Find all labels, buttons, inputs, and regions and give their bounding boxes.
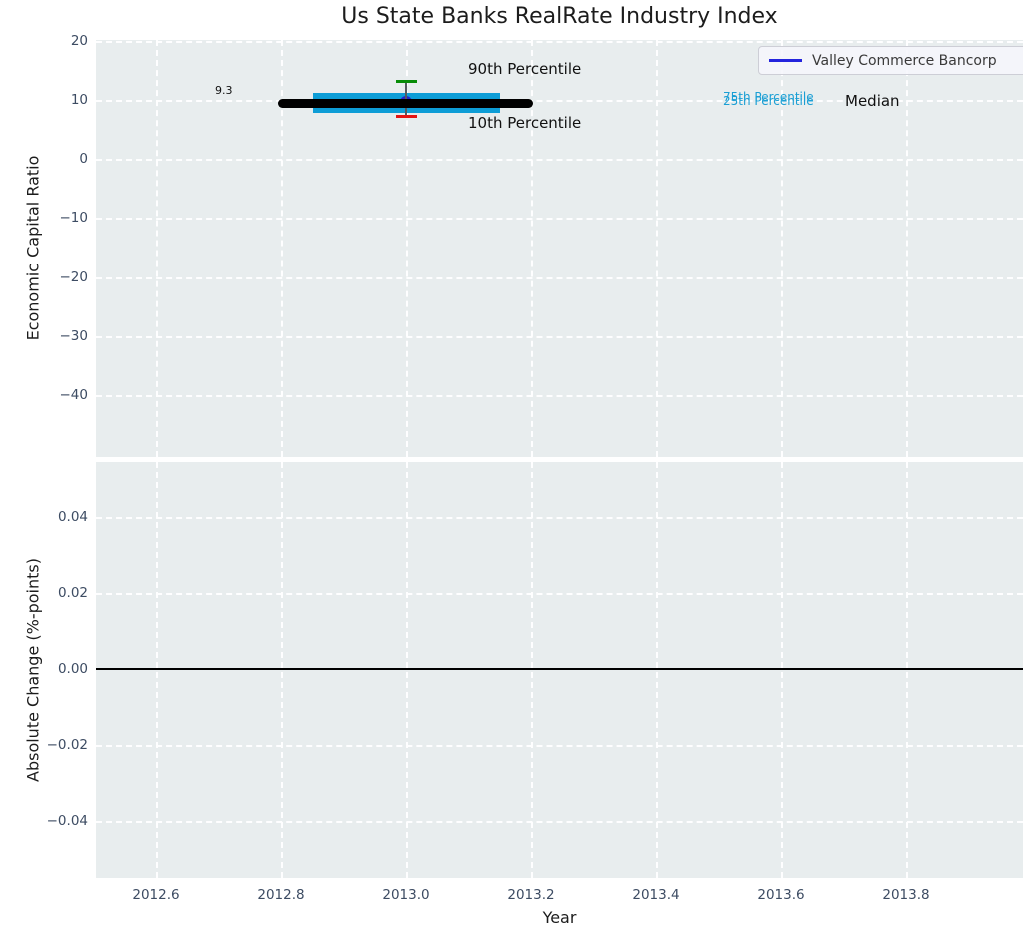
gridline [96,159,1023,161]
gridline [281,40,283,457]
ytick-bottom: −0.04 [46,813,88,829]
p75-label: 75th Percentile [723,90,814,104]
gridline [406,462,408,878]
gridline [906,40,908,457]
xtick: 2012.8 [257,887,305,903]
top-plot-area: 9.3 90th Percentile 10th Percentile 75th… [96,40,1023,457]
xtick: 2013.4 [632,887,680,903]
gridline [156,40,158,457]
p90-label: 90th Percentile [468,60,582,78]
xtick: 2012.6 [132,887,180,903]
gridline [906,462,908,878]
legend-line-sample [769,59,802,62]
p10-cap [396,115,417,118]
legend-label: Valley Commerce Bancorp [812,52,997,69]
ytick-top: −10 [59,210,89,226]
gridline [156,462,158,878]
chart-title: Us State Banks RealRate Industry Index [341,4,778,29]
gridline [656,40,658,457]
gridline [96,100,1023,102]
gridline [96,395,1023,397]
gridline [96,745,1023,747]
xtick: 2013.2 [507,887,555,903]
p10-label: 10th Percentile [468,114,582,132]
gridline [96,821,1023,823]
ytick-bottom: 0.02 [57,585,88,601]
median-value-label: 9.3 [215,84,233,97]
ytick-bottom: −0.02 [46,737,88,753]
gridline [781,40,783,457]
top-y-axis-label: Economic Capital Ratio [23,155,43,341]
gridline [531,462,533,878]
bottom-y-axis-label: Absolute Change (%-points) [23,558,43,782]
ytick-top: 10 [70,92,88,108]
gridline [281,462,283,878]
ytick-top: −40 [59,387,89,403]
ytick-top: −30 [59,328,89,344]
zero-reference-line [96,668,1023,670]
gridline [531,40,533,457]
gridline [96,218,1023,220]
median-line [278,99,533,108]
p25-label: 25th Percentile [723,94,814,108]
median-text-label: Median [845,92,900,110]
ytick-bottom: 0.04 [57,509,88,525]
xtick: 2013.6 [757,887,805,903]
x-axis-label: Year [542,908,577,927]
ytick-top: −20 [59,269,89,285]
gridline [781,462,783,878]
ytick-top: 0 [79,151,88,167]
gridline [96,593,1023,595]
p90-cap [396,80,417,83]
ytick-bottom: 0.00 [57,661,88,677]
gridline [96,336,1023,338]
legend: Valley Commerce Bancorp [758,46,1023,75]
gridline [656,462,658,878]
bottom-plot-area [96,462,1023,878]
xtick: 2013.0 [382,887,430,903]
gridline [96,517,1023,519]
gridline [406,40,408,457]
gridline [96,277,1023,279]
gridline [96,41,1023,43]
ytick-top: 20 [70,33,88,49]
xtick: 2013.8 [882,887,930,903]
